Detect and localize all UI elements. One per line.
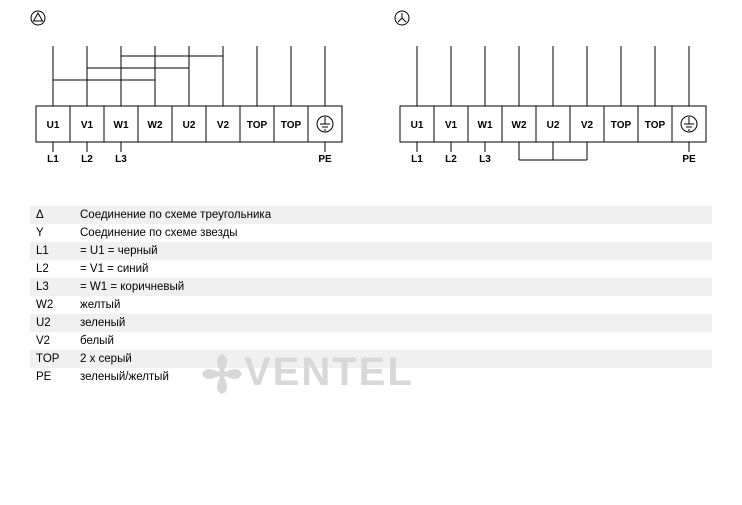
terminal-top: TOP bbox=[645, 120, 666, 131]
delta-title bbox=[30, 10, 348, 26]
bottom-label-pe: PE bbox=[318, 154, 332, 165]
legend-value: = V1 = синий bbox=[80, 263, 706, 275]
terminal-v1: V1 bbox=[445, 120, 458, 131]
legend-key: Y bbox=[36, 227, 80, 239]
star-title bbox=[394, 10, 712, 26]
legend-value: зеленый/желтый bbox=[80, 371, 706, 383]
legend-row: L2= V1 = синий bbox=[30, 260, 712, 278]
legend-value: желтый bbox=[80, 299, 706, 311]
legend-table: ΔСоединение по схеме треугольникаYСоедин… bbox=[30, 206, 712, 386]
terminal-w2: W2 bbox=[512, 120, 527, 131]
legend-row: YСоединение по схеме звезды bbox=[30, 224, 712, 242]
legend-value: = W1 = коричневый bbox=[80, 281, 706, 293]
terminal-w1: W1 bbox=[114, 120, 129, 131]
legend-value: = U1 = черный bbox=[80, 245, 706, 257]
star-wiring-svg: U1 V1 W1 W2 U2 V2 TOP TOP L1 L2 L3 PE bbox=[394, 36, 712, 186]
legend-row: ΔСоединение по схеме треугольника bbox=[30, 206, 712, 224]
triangle-in-circle-icon bbox=[30, 10, 46, 26]
terminal-w2: W2 bbox=[148, 120, 163, 131]
legend-key: U2 bbox=[36, 317, 80, 329]
legend-row: PEзеленый/желтый bbox=[30, 368, 712, 386]
bottom-label-l3: L3 bbox=[479, 154, 491, 165]
terminal-v1: V1 bbox=[81, 120, 94, 131]
ground-icon bbox=[681, 116, 697, 132]
terminal-v2: V2 bbox=[217, 120, 230, 131]
terminal-top: TOP bbox=[281, 120, 302, 131]
legend-value: зеленый bbox=[80, 317, 706, 329]
legend-key: W2 bbox=[36, 299, 80, 311]
legend-row: TOP2 x серый bbox=[30, 350, 712, 368]
legend-row: W2желтый bbox=[30, 296, 712, 314]
legend-key: L3 bbox=[36, 281, 80, 293]
terminal-top: TOP bbox=[247, 120, 268, 131]
terminal-u2: U2 bbox=[547, 120, 560, 131]
terminal-u1: U1 bbox=[47, 120, 60, 131]
legend-value: Соединение по схеме треугольника bbox=[80, 209, 706, 221]
legend-row: U2зеленый bbox=[30, 314, 712, 332]
legend-row: L1= U1 = черный bbox=[30, 242, 712, 260]
legend-key: Δ bbox=[36, 209, 80, 221]
terminal-u1: U1 bbox=[411, 120, 424, 131]
star-diagram: U1 V1 W1 W2 U2 V2 TOP TOP L1 L2 L3 PE bbox=[394, 10, 712, 186]
legend-key: L2 bbox=[36, 263, 80, 275]
bottom-label-l2: L2 bbox=[445, 154, 457, 165]
bottom-label-l1: L1 bbox=[411, 154, 423, 165]
bottom-label-l2: L2 bbox=[81, 154, 93, 165]
legend-row: L3= W1 = коричневый bbox=[30, 278, 712, 296]
bottom-label-l1: L1 bbox=[47, 154, 59, 165]
delta-wiring-svg: U1 V1 W1 W2 U2 V2 TOP TOP L1 L2 L3 PE bbox=[30, 36, 348, 186]
legend-key: TOP bbox=[36, 353, 80, 365]
legend-key: PE bbox=[36, 371, 80, 383]
bottom-label-pe: PE bbox=[682, 154, 696, 165]
ground-icon bbox=[317, 116, 333, 132]
legend-value: Соединение по схеме звезды bbox=[80, 227, 706, 239]
legend-key: L1 bbox=[36, 245, 80, 257]
legend-key: V2 bbox=[36, 335, 80, 347]
legend-value: белый bbox=[80, 335, 706, 347]
star-in-circle-icon bbox=[394, 10, 410, 26]
terminal-u2: U2 bbox=[183, 120, 196, 131]
terminal-v2: V2 bbox=[581, 120, 594, 131]
delta-diagram: U1 V1 W1 W2 U2 V2 TOP TOP L1 L2 L3 PE bbox=[30, 10, 348, 186]
legend-value: 2 x серый bbox=[80, 353, 706, 365]
terminal-top: TOP bbox=[611, 120, 632, 131]
legend-row: V2белый bbox=[30, 332, 712, 350]
bottom-label-l3: L3 bbox=[115, 154, 127, 165]
terminal-w1: W1 bbox=[478, 120, 493, 131]
